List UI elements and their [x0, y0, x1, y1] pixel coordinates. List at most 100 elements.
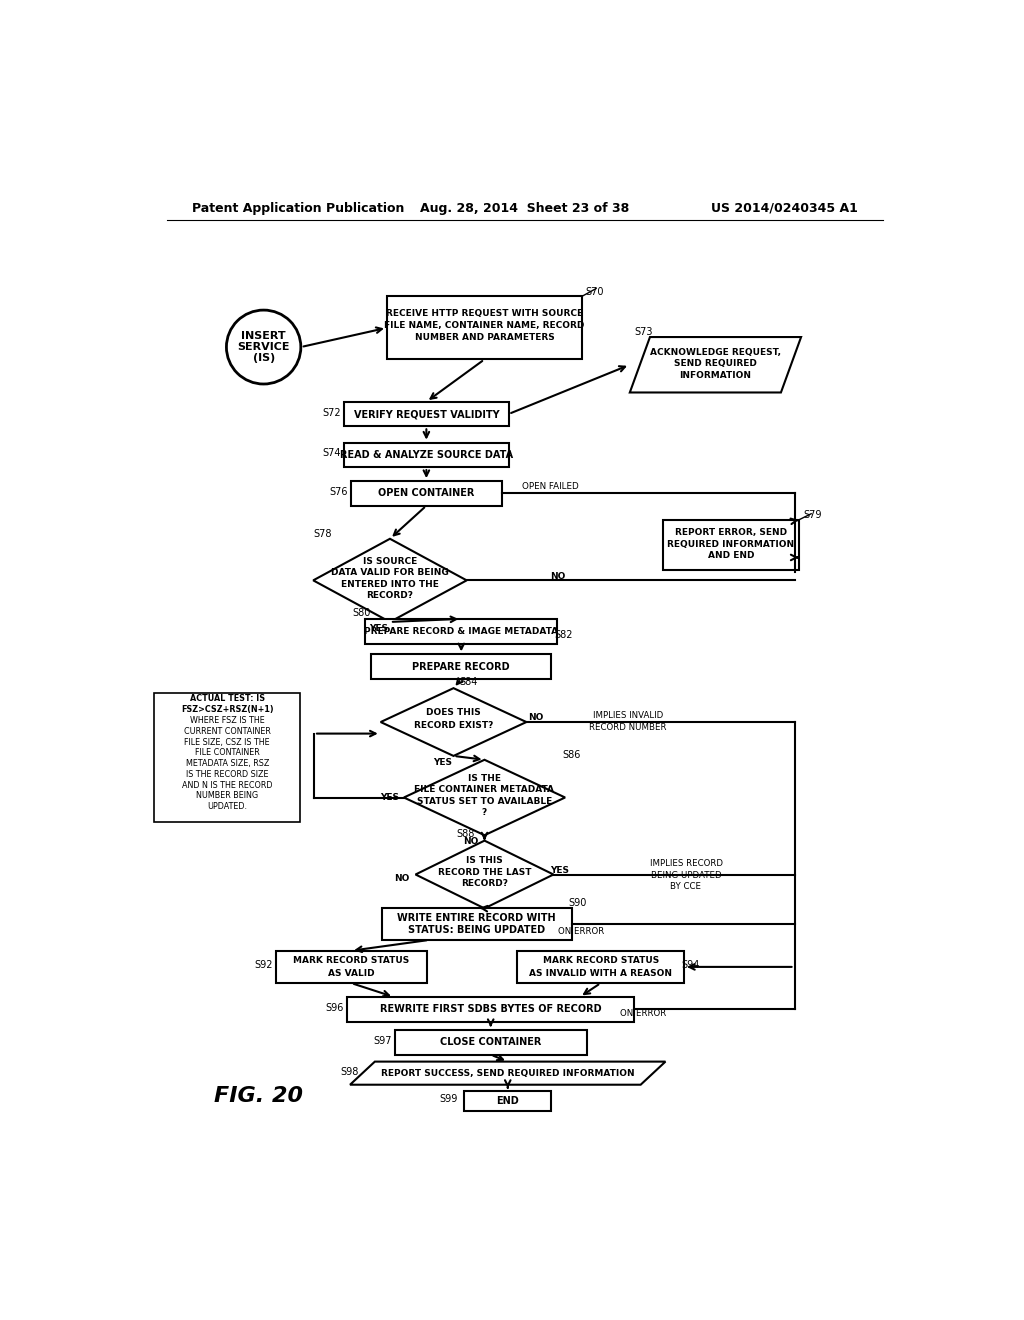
Text: DOES THIS: DOES THIS — [426, 709, 481, 717]
Text: MARK RECORD STATUS: MARK RECORD STATUS — [293, 956, 410, 965]
Polygon shape — [313, 539, 467, 622]
Text: S88: S88 — [457, 829, 475, 840]
Bar — [347, 997, 634, 1022]
Polygon shape — [381, 688, 526, 756]
Text: S86: S86 — [562, 750, 581, 760]
Text: IS THE RECORD SIZE: IS THE RECORD SIZE — [186, 770, 268, 779]
Text: S74: S74 — [323, 449, 341, 458]
Text: VERIFY REQUEST VALIDITY: VERIFY REQUEST VALIDITY — [353, 409, 499, 418]
Text: ?: ? — [482, 808, 487, 817]
Text: S76: S76 — [329, 487, 348, 496]
Text: INSERT: INSERT — [242, 331, 286, 342]
Text: S98: S98 — [341, 1067, 359, 1077]
Bar — [351, 480, 502, 506]
Text: S78: S78 — [313, 529, 332, 539]
Text: NO: NO — [528, 713, 544, 722]
Circle shape — [226, 310, 301, 384]
Text: NO: NO — [551, 572, 566, 581]
Text: METADATA SIZE, RSZ: METADATA SIZE, RSZ — [185, 759, 269, 768]
Text: (IS): (IS) — [253, 352, 274, 363]
Text: ACTUAL TEST: IS: ACTUAL TEST: IS — [189, 694, 265, 704]
Text: REWRITE FIRST SDBS BYTES OF RECORD: REWRITE FIRST SDBS BYTES OF RECORD — [380, 1005, 601, 1014]
Bar — [366, 619, 557, 644]
Text: END: END — [497, 1096, 519, 1106]
Text: S72: S72 — [323, 408, 341, 417]
Text: READ & ANALYZE SOURCE DATA: READ & ANALYZE SOURCE DATA — [340, 450, 513, 459]
Text: REPORT ERROR, SEND: REPORT ERROR, SEND — [675, 528, 787, 537]
Text: IS SOURCE: IS SOURCE — [362, 557, 417, 565]
Bar — [382, 908, 571, 940]
Text: RECEIVE HTTP REQUEST WITH SOURCE: RECEIVE HTTP REQUEST WITH SOURCE — [386, 309, 583, 318]
Text: DATA VALID FOR BEING: DATA VALID FOR BEING — [331, 568, 449, 577]
Text: CURRENT CONTAINER: CURRENT CONTAINER — [183, 727, 270, 735]
Text: S96: S96 — [326, 1003, 344, 1012]
Text: RECORD THE LAST: RECORD THE LAST — [437, 867, 531, 876]
Text: NO: NO — [394, 874, 410, 883]
Text: OPEN FAILED: OPEN FAILED — [522, 482, 579, 491]
Text: YES: YES — [381, 793, 399, 803]
Text: REPORT SUCCESS, SEND REQUIRED INFORMATION: REPORT SUCCESS, SEND REQUIRED INFORMATIO… — [381, 1069, 635, 1077]
Text: ON ERROR: ON ERROR — [621, 1008, 667, 1018]
Text: ACKNOWLEDGE REQUEST,: ACKNOWLEDGE REQUEST, — [650, 348, 781, 356]
Text: NUMBER BEING: NUMBER BEING — [197, 792, 258, 800]
Text: IS THIS: IS THIS — [466, 857, 503, 865]
Text: ON ERROR: ON ERROR — [558, 927, 604, 936]
Text: CLOSE CONTAINER: CLOSE CONTAINER — [440, 1038, 542, 1047]
Text: S84: S84 — [460, 677, 478, 686]
Text: NUMBER AND PARAMETERS: NUMBER AND PARAMETERS — [415, 333, 554, 342]
Text: WHERE FSZ IS THE: WHERE FSZ IS THE — [189, 715, 264, 725]
Text: FILE CONTAINER METADATA: FILE CONTAINER METADATA — [415, 785, 555, 795]
Text: UPDATED.: UPDATED. — [207, 803, 247, 812]
Bar — [664, 520, 799, 570]
Polygon shape — [416, 841, 554, 908]
Text: NO: NO — [463, 837, 478, 846]
Polygon shape — [403, 760, 565, 836]
Text: S82: S82 — [554, 630, 572, 640]
Text: FILE NAME, CONTAINER NAME, RECORD: FILE NAME, CONTAINER NAME, RECORD — [384, 321, 585, 330]
Text: AS INVALID WITH A REASON: AS INVALID WITH A REASON — [529, 969, 672, 978]
Text: FILE CONTAINER: FILE CONTAINER — [195, 748, 259, 758]
Bar — [155, 693, 300, 822]
Text: AS VALID: AS VALID — [328, 969, 375, 978]
Text: S79: S79 — [804, 511, 822, 520]
Text: IMPLIES INVALID: IMPLIES INVALID — [593, 711, 663, 721]
Text: FILE SIZE, CSZ IS THE: FILE SIZE, CSZ IS THE — [184, 738, 270, 747]
Text: IMPLIES RECORD: IMPLIES RECORD — [649, 859, 723, 869]
Text: IS THE: IS THE — [468, 774, 501, 783]
Text: MARK RECORD STATUS: MARK RECORD STATUS — [543, 956, 658, 965]
Text: S80: S80 — [352, 609, 371, 619]
Text: BY CCE: BY CCE — [671, 882, 701, 891]
Text: S94: S94 — [681, 961, 699, 970]
Text: ENTERED INTO THE: ENTERED INTO THE — [341, 579, 439, 589]
Text: REQUIRED INFORMATION: REQUIRED INFORMATION — [668, 540, 795, 549]
Text: RECORD EXIST?: RECORD EXIST? — [414, 721, 494, 730]
Text: WRITE ENTIRE RECORD WITH: WRITE ENTIRE RECORD WITH — [397, 912, 556, 923]
Text: YES: YES — [370, 623, 388, 632]
Bar — [344, 442, 509, 467]
Text: RECORD?: RECORD? — [367, 591, 414, 601]
Text: STATUS: BEING UPDATED: STATUS: BEING UPDATED — [409, 925, 546, 935]
Text: S97: S97 — [373, 1036, 391, 1045]
Text: Patent Application Publication: Patent Application Publication — [191, 202, 403, 215]
Bar — [372, 655, 551, 678]
Polygon shape — [350, 1061, 666, 1085]
Text: S90: S90 — [568, 898, 587, 908]
Text: RECORD NUMBER: RECORD NUMBER — [589, 723, 667, 731]
Text: Aug. 28, 2014  Sheet 23 of 38: Aug. 28, 2014 Sheet 23 of 38 — [420, 202, 630, 215]
Bar — [275, 950, 427, 983]
Bar — [387, 296, 583, 359]
Text: SERVICE: SERVICE — [238, 342, 290, 352]
Bar — [344, 401, 509, 426]
Text: YES: YES — [433, 758, 453, 767]
Text: AND N IS THE RECORD: AND N IS THE RECORD — [182, 780, 272, 789]
Text: S92: S92 — [254, 961, 272, 970]
Polygon shape — [630, 337, 801, 392]
Text: RECORD?: RECORD? — [461, 879, 508, 888]
Text: FSZ>CSZ+RSZ(N+1): FSZ>CSZ+RSZ(N+1) — [181, 705, 273, 714]
Text: S70: S70 — [586, 286, 604, 297]
Text: STATUS SET TO AVAILABLE: STATUS SET TO AVAILABLE — [417, 797, 552, 805]
Text: PREPARE RECORD: PREPARE RECORD — [413, 661, 510, 672]
Text: US 2014/0240345 A1: US 2014/0240345 A1 — [712, 202, 858, 215]
Bar — [394, 1030, 587, 1055]
Text: INFORMATION: INFORMATION — [680, 371, 752, 380]
